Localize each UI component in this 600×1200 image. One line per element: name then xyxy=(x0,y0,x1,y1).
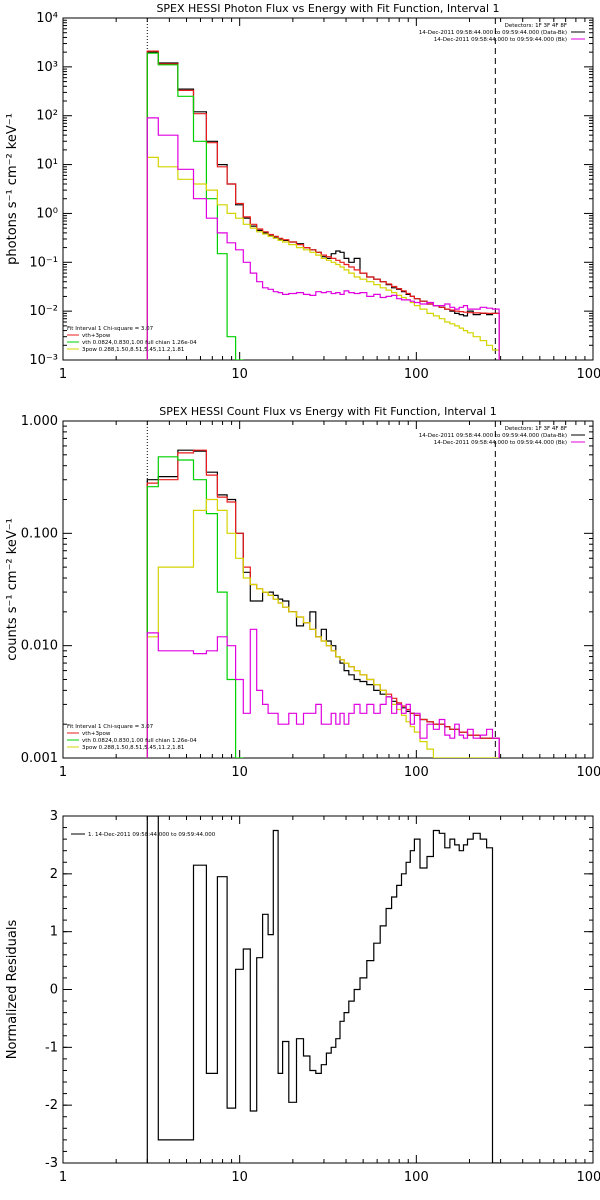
y-tick-label: 1.000 xyxy=(21,414,58,429)
x-tick-label: 100 xyxy=(404,367,429,382)
plot-frame xyxy=(62,815,594,1164)
y-tick-label: 2 xyxy=(50,867,58,882)
info-line: Detectors: 1F 3F 4F 8F xyxy=(505,426,567,432)
fit-legend-entry: vth 0.0824,0.830,1.00 full chian 1.26e-0… xyxy=(82,738,197,744)
series-line-4 xyxy=(146,117,500,360)
info-line: 14-Dec-2011 09:58:44.000 to 09:59:44.000… xyxy=(434,440,567,446)
photon-flux-panel: SPEX HESSI Photon Flux vs Energy with Fi… xyxy=(5,2,600,382)
y-tick-label: 10⁻¹ xyxy=(29,255,58,270)
count-flux-panel: SPEX HESSI Count Flux vs Energy with Fit… xyxy=(5,405,600,780)
chart-title: SPEX HESSI Photon Flux vs Energy with Fi… xyxy=(156,2,499,15)
y-tick-label: 10⁻² xyxy=(29,304,58,319)
fit-legend-entry: 3pow 0.288,1.50,8.51,5.45,11.2,1.81 xyxy=(82,347,184,353)
y-axis-label: counts s⁻¹ cm⁻² keV⁻¹ xyxy=(5,518,20,661)
x-tick-label: 1 xyxy=(59,367,67,382)
y-tick-label: 10⁻³ xyxy=(29,353,58,368)
fit-legend-entry: vth+3pow xyxy=(82,731,111,737)
chart-title: SPEX HESSI Count Flux vs Energy with Fit… xyxy=(159,405,496,418)
fit-legend-entry: Fit Interval 1 Chi-square = 3.07 xyxy=(67,326,154,332)
y-tick-label: -2 xyxy=(45,1098,58,1113)
x-tick-label: 10 xyxy=(231,367,248,382)
series-line-0 xyxy=(146,816,500,1163)
y-tick-label: 10⁰ xyxy=(36,206,58,221)
fit-legend-entry: vth 0.0824,0.830,1.00 full chian 1.26e-0… xyxy=(82,340,197,346)
fit-legend-entry: Fit Interval 1 Chi-square = 3.07 xyxy=(67,724,154,730)
y-tick-label: 10⁴ xyxy=(36,11,58,26)
y-tick-label: 10³ xyxy=(36,60,58,75)
x-tick-label: 1 xyxy=(59,1170,67,1185)
series-line-3 xyxy=(146,498,500,758)
series-line-4 xyxy=(146,628,500,758)
legend-entry: 1. 14-Dec-2011 09:58:44.000 to 09:59:44.… xyxy=(88,832,216,838)
y-axis-label: Normalized Residuals xyxy=(5,920,20,1060)
y-tick-label: -3 xyxy=(45,1156,58,1171)
x-tick-label: 1 xyxy=(59,765,67,780)
fit-legend-entry: vth+3pow xyxy=(82,333,111,339)
plot-frame xyxy=(62,420,594,759)
y-tick-label: 0.010 xyxy=(21,639,58,654)
series-line-0 xyxy=(146,51,500,360)
y-tick-label: 1 xyxy=(50,925,58,940)
y-tick-label: 10² xyxy=(36,109,58,124)
y-tick-label: 10¹ xyxy=(36,158,58,173)
info-line: Detectors: 1F 3F 4F 8F xyxy=(505,23,567,29)
fit-legend-entry: 3pow 0.288,1.50,8.51,5.45,11.2,1.81 xyxy=(82,745,184,751)
plot-frame xyxy=(62,17,594,361)
info-line: 14-Dec-2011 09:58:44.000 to 09:59:44.000… xyxy=(419,30,567,36)
x-tick-label: 100 xyxy=(404,765,429,780)
x-tick-label: 10 xyxy=(231,765,248,780)
series-line-2 xyxy=(146,456,244,758)
series-line-3 xyxy=(146,156,500,360)
series-line-1 xyxy=(146,449,500,758)
series-group xyxy=(146,50,500,360)
y-tick-label: 0.001 xyxy=(21,751,58,766)
series-line-2 xyxy=(146,52,244,360)
y-tick-label: 0 xyxy=(50,983,58,998)
x-tick-label: 100 xyxy=(404,1170,429,1185)
info-line: 14-Dec-2011 09:58:44.000 to 09:59:44.000… xyxy=(419,433,567,439)
y-axis-label: photons s⁻¹ cm⁻² keV⁻¹ xyxy=(5,113,20,265)
series-line-1 xyxy=(146,50,500,360)
series-line-0 xyxy=(146,449,500,758)
y-tick-label: -1 xyxy=(45,1040,58,1055)
series-group xyxy=(146,449,500,758)
x-tick-label: 10 xyxy=(231,1170,248,1185)
y-tick-label: 3 xyxy=(50,809,58,824)
series-group xyxy=(146,816,500,1163)
y-tick-label: 0.100 xyxy=(21,526,58,541)
info-line: 14-Dec-2011 09:58:44.000 to 09:59:44.000… xyxy=(434,37,567,43)
